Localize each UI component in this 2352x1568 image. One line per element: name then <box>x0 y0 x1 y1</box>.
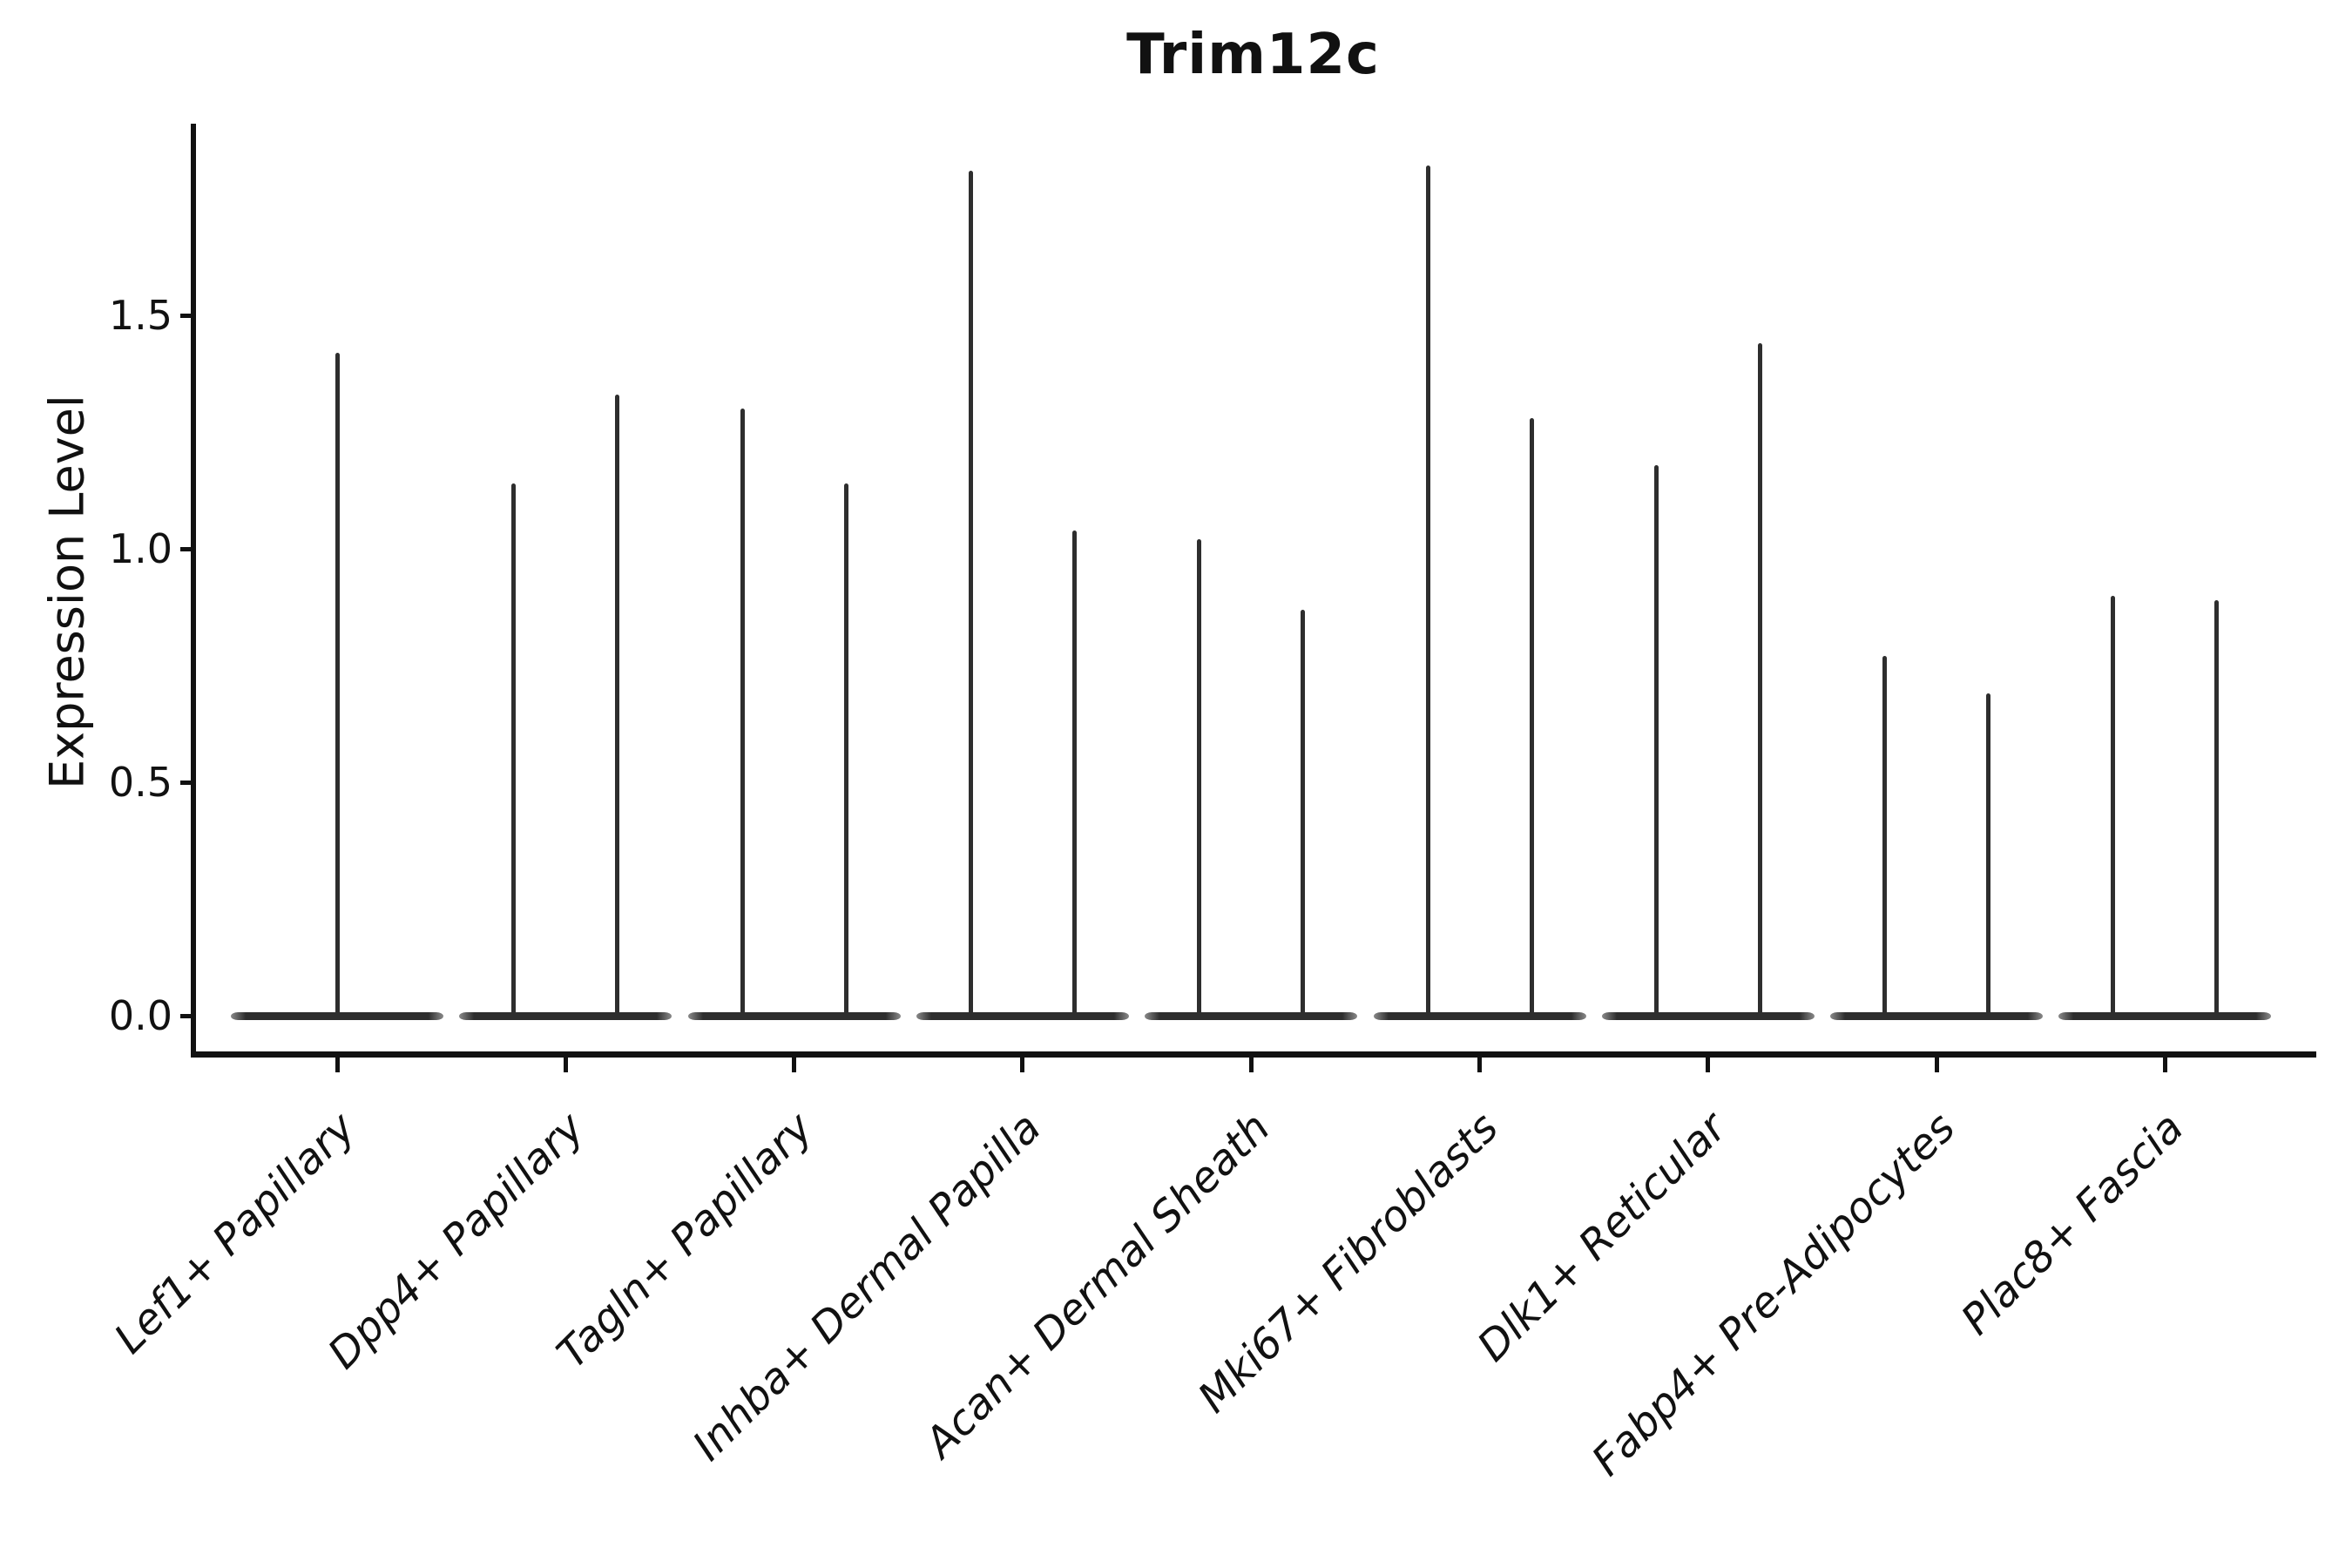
y-tick-label: 1.5 <box>108 292 172 339</box>
x-tick-mark <box>335 1058 340 1072</box>
y-tick-mark <box>180 313 193 318</box>
violin-base <box>687 1011 901 1020</box>
violin-base <box>231 1011 443 1020</box>
x-tick-label: Tagln+ Papillary <box>547 1103 822 1378</box>
violin-spike <box>1529 417 1534 1014</box>
violin-base <box>1830 1011 2044 1020</box>
y-tick-label: 0.0 <box>108 992 172 1039</box>
violin-spike <box>1301 609 1306 1014</box>
violin-base <box>1145 1011 1358 1020</box>
x-tick-label: Plac8+ Fascia <box>1951 1103 2193 1345</box>
violin-spike <box>1425 166 1430 1014</box>
x-tick-mark <box>563 1058 568 1072</box>
y-tick-mark <box>180 546 193 551</box>
violin-base <box>459 1011 672 1020</box>
y-tick-label: 1.0 <box>108 525 172 572</box>
plot-title: Trim12c <box>1126 23 1380 87</box>
x-tick-label: Dpp4+ Papillary <box>318 1103 594 1379</box>
violin-spike <box>335 352 340 1014</box>
violin-spike <box>740 409 745 1014</box>
violin-spike <box>1653 464 1659 1014</box>
x-tick-mark <box>1248 1058 1254 1072</box>
y-tick-label: 0.5 <box>108 759 172 806</box>
violin-spike <box>1071 530 1077 1014</box>
violin-base <box>1373 1011 1586 1020</box>
violin-spike <box>1882 656 1888 1014</box>
violin-spike <box>511 483 517 1014</box>
violin-base <box>1601 1011 1815 1020</box>
y-axis-label: Expression Level <box>39 395 95 789</box>
x-tick-mark <box>1706 1058 1711 1072</box>
violin-spike <box>615 395 620 1014</box>
y-axis-spine <box>191 124 196 1057</box>
violin-spike <box>843 483 848 1014</box>
x-tick-label: Lef1+ Papillary <box>105 1103 366 1363</box>
violin-spike <box>1986 693 1991 1014</box>
violin-spike <box>1757 343 1762 1014</box>
violin-base <box>2058 1011 2272 1020</box>
violin-spike <box>2214 599 2220 1014</box>
x-axis-spine <box>191 1051 2316 1058</box>
x-tick-mark <box>792 1058 797 1072</box>
x-tick-label: Fabp4+ Pre-Adipocytes <box>1582 1103 1965 1486</box>
x-tick-mark <box>1477 1058 1482 1072</box>
violin-base <box>916 1011 1129 1020</box>
violin-spike <box>1197 539 1202 1014</box>
violin-spike <box>968 170 973 1014</box>
x-tick-mark <box>2162 1058 2167 1072</box>
violin-spike <box>2111 595 2116 1014</box>
y-tick-mark <box>180 780 193 785</box>
x-tick-mark <box>1934 1058 1939 1072</box>
y-tick-mark <box>180 1013 193 1018</box>
x-tick-label: Dlk1+ Reticular <box>1468 1103 1736 1371</box>
x-tick-mark <box>1020 1058 1025 1072</box>
